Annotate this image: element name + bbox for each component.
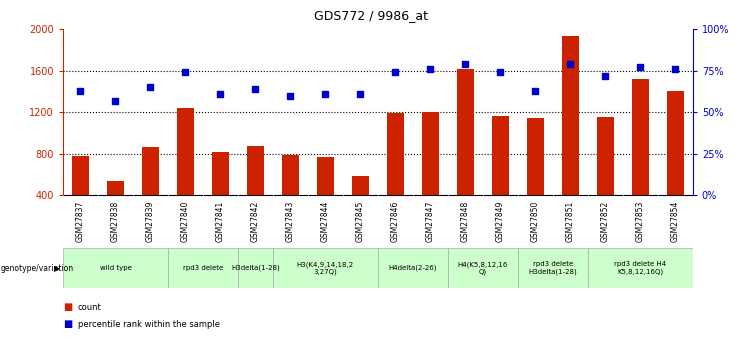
Bar — [631, 79, 649, 236]
Point — [390, 70, 402, 75]
Bar — [491, 116, 509, 236]
Point — [634, 65, 646, 70]
Text: H3delta(1-28): H3delta(1-28) — [231, 265, 280, 272]
Bar — [527, 118, 544, 236]
Point — [425, 66, 436, 72]
Point — [494, 70, 506, 75]
Text: GSM27852: GSM27852 — [601, 201, 610, 242]
Point — [215, 91, 227, 97]
Bar — [378, 248, 448, 288]
Text: GSM27839: GSM27839 — [146, 201, 155, 242]
Bar — [212, 152, 229, 236]
Text: H4(K5,8,12,16
Q): H4(K5,8,12,16 Q) — [458, 261, 508, 275]
Bar — [176, 108, 194, 236]
Bar — [247, 146, 265, 236]
Text: ■: ■ — [63, 319, 72, 329]
Text: GSM27853: GSM27853 — [636, 201, 645, 242]
Bar — [352, 176, 369, 236]
Point — [529, 88, 541, 93]
Text: rpd3 delete H4
K5,8,12,16Q): rpd3 delete H4 K5,8,12,16Q) — [614, 262, 666, 275]
Text: GSM27851: GSM27851 — [566, 201, 575, 242]
Bar — [562, 36, 579, 236]
Point — [250, 86, 262, 92]
Point — [565, 61, 576, 67]
Bar — [282, 155, 299, 236]
Bar — [273, 248, 378, 288]
Text: GSM27837: GSM27837 — [76, 201, 85, 242]
Text: GSM27842: GSM27842 — [251, 201, 260, 242]
Text: GSM27847: GSM27847 — [426, 201, 435, 242]
Point — [285, 93, 296, 98]
Bar — [422, 112, 439, 236]
Point — [354, 91, 366, 97]
Bar — [316, 157, 334, 236]
Text: GSM27843: GSM27843 — [286, 201, 295, 242]
Text: genotype/variation: genotype/variation — [1, 264, 74, 273]
Point — [144, 85, 156, 90]
Point — [319, 91, 331, 97]
Text: GSM27841: GSM27841 — [216, 201, 225, 242]
Text: percentile rank within the sample: percentile rank within the sample — [78, 320, 220, 329]
Bar — [107, 181, 124, 236]
Bar — [597, 117, 614, 236]
Bar — [168, 248, 238, 288]
Text: H3(K4,9,14,18,2
3,27Q): H3(K4,9,14,18,2 3,27Q) — [297, 261, 354, 275]
Point — [669, 66, 681, 72]
Point — [110, 98, 122, 103]
Text: rpd3 delete: rpd3 delete — [183, 265, 223, 271]
Bar — [72, 156, 89, 236]
Text: GSM27854: GSM27854 — [671, 201, 679, 242]
Bar — [142, 147, 159, 236]
Bar — [387, 113, 404, 236]
Text: GSM27844: GSM27844 — [321, 201, 330, 242]
Point — [75, 88, 87, 93]
Text: GSM27846: GSM27846 — [391, 201, 400, 242]
Text: rpd3 delete
H3delta(1-28): rpd3 delete H3delta(1-28) — [528, 262, 577, 275]
Text: GSM27848: GSM27848 — [461, 201, 470, 242]
Text: GSM27838: GSM27838 — [111, 201, 120, 242]
Text: ▶: ▶ — [54, 264, 61, 273]
Bar — [448, 248, 518, 288]
Text: wild type: wild type — [99, 265, 131, 271]
Point — [599, 73, 611, 78]
Text: GSM27849: GSM27849 — [496, 201, 505, 242]
Text: GSM27845: GSM27845 — [356, 201, 365, 242]
Bar — [238, 248, 273, 288]
Bar — [588, 248, 693, 288]
Bar — [63, 248, 168, 288]
Bar — [518, 248, 588, 288]
Bar — [456, 69, 474, 236]
Point — [459, 61, 471, 67]
Text: GSM27840: GSM27840 — [181, 201, 190, 242]
Point — [179, 70, 191, 75]
Text: ■: ■ — [63, 302, 72, 312]
Bar — [667, 91, 684, 236]
Text: GDS772 / 9986_at: GDS772 / 9986_at — [313, 9, 428, 22]
Text: count: count — [78, 303, 102, 312]
Text: H4delta(2-26): H4delta(2-26) — [388, 265, 437, 272]
Text: GSM27850: GSM27850 — [531, 201, 540, 242]
